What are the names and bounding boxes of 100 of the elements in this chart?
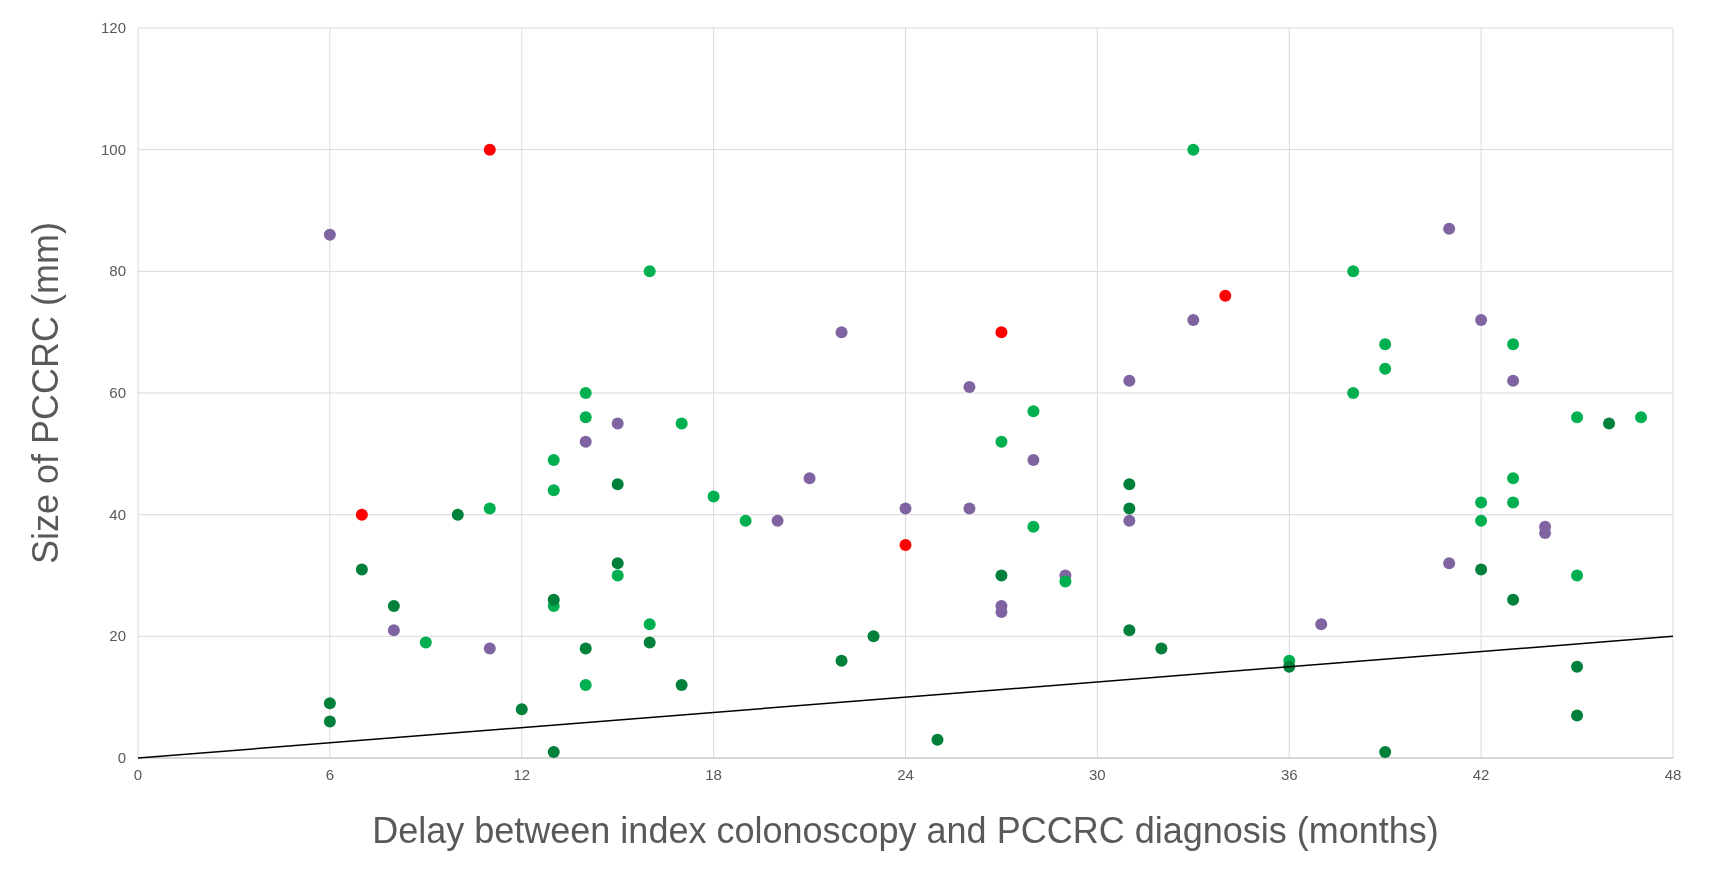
x-tick-label: 30 xyxy=(1089,766,1106,783)
y-tick-label: 120 xyxy=(100,19,126,36)
point xyxy=(1379,362,1392,375)
point xyxy=(1603,417,1616,430)
point xyxy=(611,417,624,430)
point xyxy=(1571,569,1584,582)
point xyxy=(1443,557,1456,570)
y-tick-label: 80 xyxy=(109,262,126,280)
point xyxy=(803,472,816,485)
point xyxy=(739,514,752,527)
point xyxy=(995,326,1008,339)
point xyxy=(643,265,656,278)
point xyxy=(1027,405,1040,418)
point xyxy=(1507,472,1520,485)
x-tick-label: 42 xyxy=(1472,766,1490,783)
point xyxy=(579,411,592,424)
y-tick-label: 0 xyxy=(117,749,126,766)
point xyxy=(899,539,912,552)
point xyxy=(1123,624,1136,637)
point xyxy=(1635,411,1648,424)
point xyxy=(1187,314,1200,326)
point xyxy=(1475,563,1488,576)
point xyxy=(547,484,560,497)
y-tick-label: 20 xyxy=(109,627,126,645)
point xyxy=(931,733,944,746)
y-tick-label: 60 xyxy=(109,384,126,401)
point xyxy=(707,490,720,503)
point xyxy=(1347,265,1360,278)
point xyxy=(1507,338,1520,351)
point xyxy=(1315,618,1328,631)
point xyxy=(611,569,624,582)
point xyxy=(899,502,912,515)
point xyxy=(1379,338,1392,351)
point xyxy=(1443,222,1456,235)
point xyxy=(1507,496,1520,509)
point xyxy=(483,502,496,515)
x-axis-title: Delay between index colonoscopy and PCCRC diagnosis (months) xyxy=(372,810,1439,851)
point xyxy=(611,478,624,491)
point xyxy=(1571,660,1584,673)
point xyxy=(995,435,1008,448)
point xyxy=(1187,143,1200,156)
point xyxy=(1059,575,1072,588)
point xyxy=(1123,502,1136,515)
point xyxy=(483,143,496,156)
point xyxy=(1475,514,1488,527)
point xyxy=(547,593,560,606)
point xyxy=(1347,387,1360,399)
y-axis-title: Size of PCCRC (mm) xyxy=(25,221,66,565)
point xyxy=(579,435,592,448)
point xyxy=(611,557,624,570)
point xyxy=(387,624,400,637)
point xyxy=(963,502,976,515)
point xyxy=(675,417,688,430)
point xyxy=(675,679,688,691)
point xyxy=(579,642,592,655)
point xyxy=(419,636,432,649)
y-tick-label: 100 xyxy=(100,140,126,158)
point xyxy=(323,228,336,241)
point xyxy=(1475,314,1488,326)
point xyxy=(355,508,368,521)
point xyxy=(483,642,496,655)
point xyxy=(547,453,560,466)
point xyxy=(643,618,656,631)
point xyxy=(1219,289,1232,302)
point xyxy=(1475,496,1488,509)
point xyxy=(1507,593,1520,606)
point xyxy=(1123,374,1136,387)
point xyxy=(643,636,656,649)
x-tick-label: 6 xyxy=(325,766,335,783)
point xyxy=(1027,453,1040,466)
point xyxy=(1027,520,1040,533)
point xyxy=(515,703,528,716)
point xyxy=(835,326,848,339)
point xyxy=(451,508,464,521)
x-tick-label: 0 xyxy=(133,766,143,783)
point xyxy=(1155,642,1168,655)
point xyxy=(963,380,976,393)
point xyxy=(867,630,880,643)
x-tick-label: 18 xyxy=(705,766,722,783)
point xyxy=(355,563,368,576)
point xyxy=(995,569,1008,582)
x-tick-label: 12 xyxy=(513,766,531,783)
x-tick-label: 48 xyxy=(1664,766,1682,783)
point xyxy=(579,679,592,691)
point xyxy=(1123,514,1136,527)
point xyxy=(547,745,560,758)
y-tick-label: 40 xyxy=(109,505,126,523)
point xyxy=(323,715,336,728)
point xyxy=(835,654,848,667)
point xyxy=(1507,374,1520,387)
point xyxy=(1379,745,1392,758)
point xyxy=(387,599,400,612)
point xyxy=(323,697,336,710)
x-tick-label: 24 xyxy=(897,766,914,783)
x-tick-label: 36 xyxy=(1280,766,1298,783)
point xyxy=(579,387,592,399)
point xyxy=(771,514,784,527)
point xyxy=(1571,709,1584,722)
point xyxy=(1123,478,1136,491)
point xyxy=(1571,411,1584,424)
